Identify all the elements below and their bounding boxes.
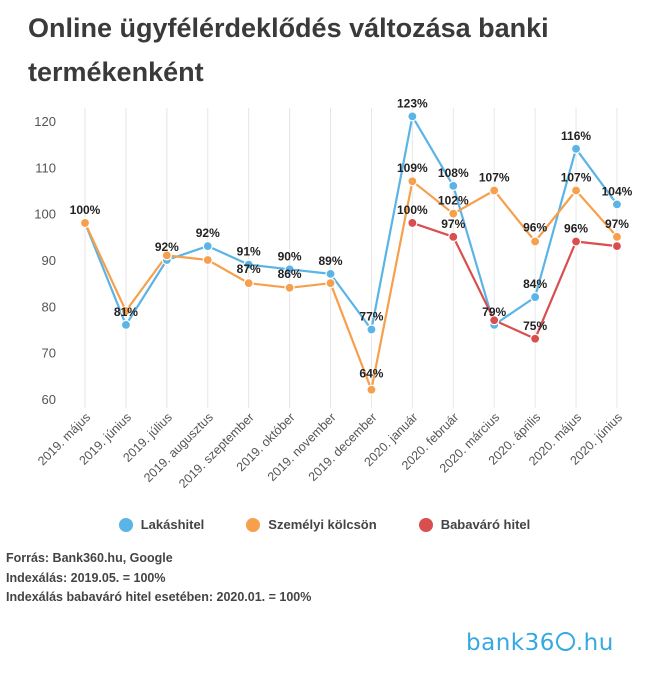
data-label: 87%: [237, 262, 261, 276]
legend-swatch: [246, 517, 261, 532]
legend-swatch: [118, 517, 133, 532]
x-tick-label: 2019. augusztus: [141, 410, 216, 485]
data-label: 89%: [319, 254, 343, 268]
data-label: 81%: [114, 305, 138, 319]
legend-item-lakashitel: Lakáshitel: [118, 517, 205, 532]
legend-label: Személyi kölcsön: [268, 517, 377, 532]
footnotes: Forrás: Bank360.hu, Google Indexálás: 20…: [6, 549, 311, 608]
y-tick-label: 120: [34, 114, 56, 129]
data-label: 100%: [397, 203, 428, 217]
y-tick-label: 100: [34, 207, 56, 222]
data-label: 79%: [482, 305, 506, 319]
data-point: [530, 291, 541, 303]
data-label: 77%: [359, 310, 383, 324]
data-point: [489, 315, 500, 326]
data-point: [79, 217, 91, 229]
series-line: [83, 115, 618, 331]
data-point: [243, 278, 254, 289]
data-point: [325, 268, 336, 279]
data-label: 100%: [70, 203, 101, 217]
data-label: 116%: [561, 129, 591, 143]
data-point: [120, 305, 132, 317]
data-label: 75%: [523, 319, 547, 333]
footnote-source: Forrás: Bank360.hu, Google: [6, 551, 173, 565]
data-label: 92%: [155, 240, 179, 254]
logo-ring-icon: [555, 632, 575, 651]
y-tick-label: 90: [42, 253, 56, 268]
data-point: [611, 241, 623, 252]
data-point: [407, 176, 418, 187]
data-point: [489, 185, 500, 196]
data-label: 97%: [605, 217, 629, 231]
data-label: 97%: [441, 217, 465, 231]
data-point: [570, 143, 582, 154]
data-label: 102%: [438, 194, 469, 208]
x-tick-label: 2019. szeptember: [176, 410, 257, 491]
data-point: [570, 185, 582, 196]
data-point: [284, 264, 295, 275]
logo-text-left: bank36: [466, 630, 555, 656]
data-point: [448, 180, 459, 191]
y-tick-label: 80: [42, 299, 56, 314]
data-point: [284, 282, 295, 293]
data-label: 108%: [438, 166, 469, 180]
data-label: 104%: [602, 184, 633, 198]
data-label: 92%: [196, 226, 220, 240]
data-point: [161, 250, 172, 261]
logo-text-right: .hu: [575, 630, 614, 656]
data-point: [530, 236, 541, 247]
data-label: 86%: [278, 267, 302, 281]
data-point: [448, 231, 459, 242]
data-label: 91%: [237, 245, 261, 259]
footnote-indexing-babavaro: Indexálás babaváró hitel esetében: 2020.…: [6, 590, 312, 604]
data-label: 109%: [397, 161, 428, 175]
series-line: [412, 221, 618, 340]
data-point: [202, 241, 213, 252]
data-label: 96%: [523, 220, 547, 234]
data-point: [366, 384, 377, 395]
legend-swatch: [418, 517, 433, 532]
data-point: [407, 111, 418, 122]
footnote-indexing: Indexálás: 2019.05. = 100%: [6, 570, 166, 585]
data-label: 90%: [278, 249, 302, 263]
data-point: [202, 254, 213, 266]
data-point: [530, 333, 541, 344]
legend-item-babavaro-hitel: Babaváró hitel: [418, 517, 531, 532]
data-label: 64%: [359, 367, 383, 381]
y-tick-label: 70: [42, 346, 56, 361]
data-point: [448, 208, 459, 219]
y-tick-label: 60: [42, 392, 56, 407]
data-point: [570, 236, 582, 247]
data-label: 96%: [564, 221, 588, 235]
series-line: [84, 180, 618, 391]
data-point: [611, 231, 623, 242]
bank360-logo: bank36 .hu: [466, 630, 614, 656]
data-point: [611, 199, 623, 210]
chart-title: Online ügyfélérdeklődés változása banki …: [28, 13, 549, 87]
y-tick-label: 110: [35, 160, 56, 175]
data-label: 107%: [479, 171, 510, 185]
data-label: 123%: [397, 96, 428, 110]
legend-item-szemelyi-kolcson: Személyi kölcsön: [246, 517, 377, 532]
data-point: [366, 324, 377, 335]
legend-label: Babaváró hitel: [440, 517, 531, 532]
data-label: 107%: [561, 171, 592, 185]
chart-legend: Lakáshitel Személyi kölcsön Babaváró hit…: [0, 517, 649, 532]
data-label: 84%: [523, 277, 547, 291]
data-point: [325, 278, 336, 289]
data-point: [243, 259, 254, 270]
data-point: [120, 319, 132, 330]
legend-label: Lakáshitel: [140, 517, 205, 532]
data-point: [407, 217, 418, 229]
